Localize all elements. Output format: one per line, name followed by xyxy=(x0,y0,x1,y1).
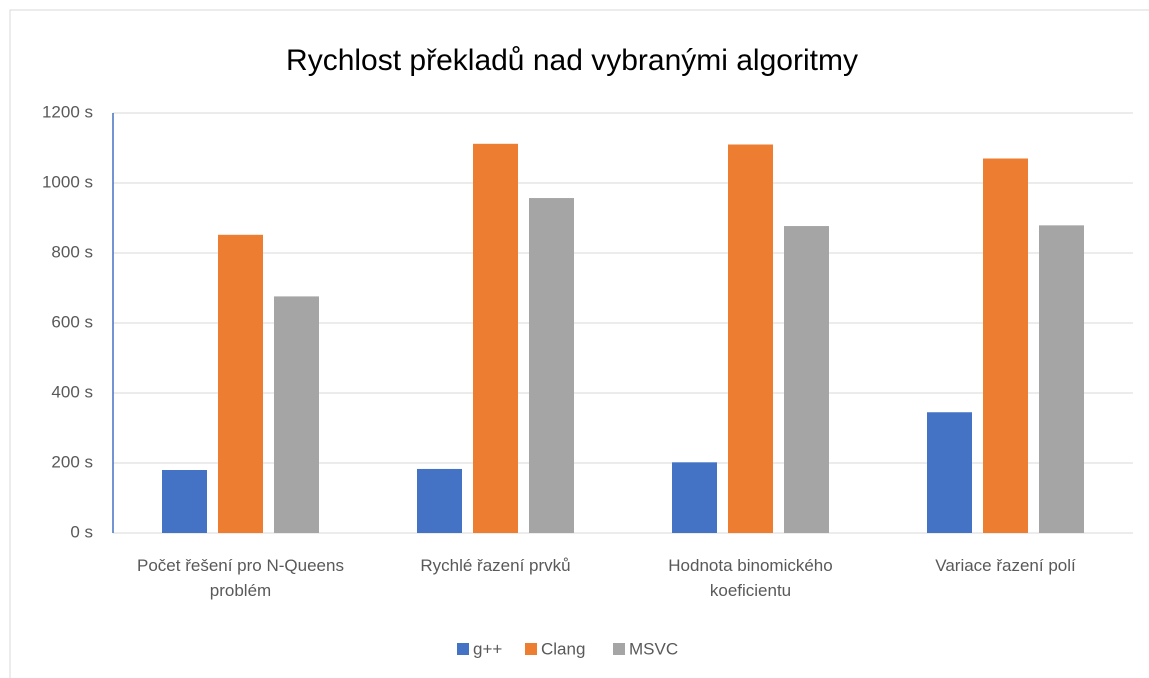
bar xyxy=(274,296,319,533)
bar xyxy=(728,144,773,533)
chart-border xyxy=(9,9,1149,678)
bar xyxy=(218,234,263,534)
legend-label: g++ xyxy=(473,639,502,658)
bar xyxy=(927,412,972,533)
x-tick-label: Počet řešení pro N-Queens problém xyxy=(137,556,344,600)
x-tick-label: Rychlé řazení prvků xyxy=(420,556,571,575)
y-tick-label: 0 s xyxy=(70,522,93,541)
bar xyxy=(473,143,518,534)
y-tick-label: 1200 s xyxy=(42,102,93,121)
bar xyxy=(417,468,462,533)
bar xyxy=(983,158,1028,533)
bar xyxy=(162,470,207,533)
bar xyxy=(1039,225,1084,533)
y-tick-label: 800 s xyxy=(51,242,93,261)
legend-swatch xyxy=(613,643,625,655)
legend-swatch xyxy=(457,643,469,655)
y-tick-label: 600 s xyxy=(51,312,93,331)
x-tick-label: Variace řazení polí xyxy=(935,556,1076,575)
y-tick-label: 200 s xyxy=(51,452,93,471)
chart-title: Rychlost překladů nad vybranými algoritm… xyxy=(286,44,858,77)
y-tick-label: 400 s xyxy=(51,382,93,401)
legend-label: MSVC xyxy=(629,639,678,658)
legend-swatch xyxy=(525,643,537,655)
bar xyxy=(784,226,829,534)
bar xyxy=(672,462,717,533)
x-tick-label: Hodnota binomického koeficientu xyxy=(668,556,833,600)
bar xyxy=(529,198,574,534)
y-tick-label: 1000 s xyxy=(42,172,93,191)
legend-label: Clang xyxy=(541,639,585,658)
